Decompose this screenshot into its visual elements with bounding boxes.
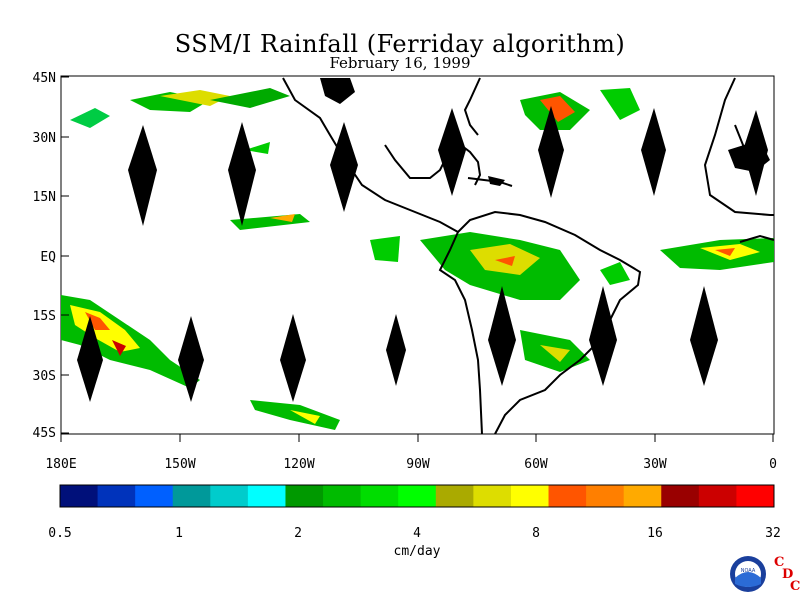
colorbar-tick-1: 1 [175, 526, 183, 541]
colorbar-swatch [360, 485, 399, 507]
lon-label-150w: 150W [164, 457, 195, 472]
lon-label-120w: 120W [283, 457, 314, 472]
colorbar-tick-16: 16 [647, 526, 663, 541]
lat-label-eq: EQ [40, 250, 56, 265]
lon-label-0: 0 [769, 457, 777, 472]
latitude-axis [61, 76, 69, 434]
lon-label-60w: 60W [524, 457, 548, 472]
lon-label-180e: 180E [45, 457, 76, 472]
colorbar-frame [59, 484, 775, 508]
colorbar-swatch [586, 485, 625, 507]
colorbar-swatch [210, 485, 249, 507]
cdc-letter-c2: C [790, 579, 800, 594]
colorbar-tick-32: 32 [765, 526, 781, 541]
missing-swath-gaps [77, 106, 768, 402]
colorbar-swatch [172, 485, 211, 507]
colorbar [60, 485, 775, 507]
colorbar-tick-2: 2 [294, 526, 302, 541]
rain-field [61, 88, 774, 430]
lon-label-90w: 90W [406, 457, 430, 472]
colorbar-swatch [135, 485, 174, 507]
colorbar-swatch [698, 485, 737, 507]
map-title: SSM/I Rainfall (Ferriday algorithm) [174, 30, 626, 58]
lat-label-45n: 45N [33, 71, 56, 86]
colorbar-swatch [548, 485, 587, 507]
lat-label-15s: 15S [33, 309, 56, 324]
colorbar-swatch [661, 485, 700, 507]
longitude-axis [60, 434, 774, 442]
colorbar-swatch [97, 485, 136, 507]
colorbar-swatch [398, 485, 437, 507]
lat-label-45s: 45S [33, 426, 56, 441]
lon-label-30w: 30W [643, 457, 667, 472]
noaa-logo: NOAA [730, 556, 766, 592]
colorbar-swatch [473, 485, 512, 507]
colorbar-swatch [510, 485, 550, 507]
colorbar-swatch [60, 485, 99, 507]
colorbar-tick-4: 4 [413, 526, 421, 541]
cdc-letter-c1: C [774, 555, 784, 570]
map-date-subtitle: February 16, 1999 [329, 54, 471, 72]
noaa-logo-text: NOAA [741, 568, 756, 574]
colorbar-swatch [435, 485, 474, 507]
lat-label-30s: 30S [33, 369, 56, 384]
colorbar-swatch [623, 485, 662, 507]
cdc-letter-d: D [782, 567, 793, 582]
colorbar-swatch [247, 485, 286, 507]
colorbar-tick-8: 8 [532, 526, 540, 541]
colorbar-swatch [323, 485, 362, 507]
lat-label-30n: 30N [33, 131, 56, 146]
colorbar-unit-label: cm/day [394, 544, 441, 559]
lat-label-15n: 15N [33, 190, 56, 205]
colorbar-swatch [285, 485, 324, 507]
colorbar-tick-0-5: 0.5 [48, 526, 71, 541]
colorbar-swatch [736, 485, 775, 507]
